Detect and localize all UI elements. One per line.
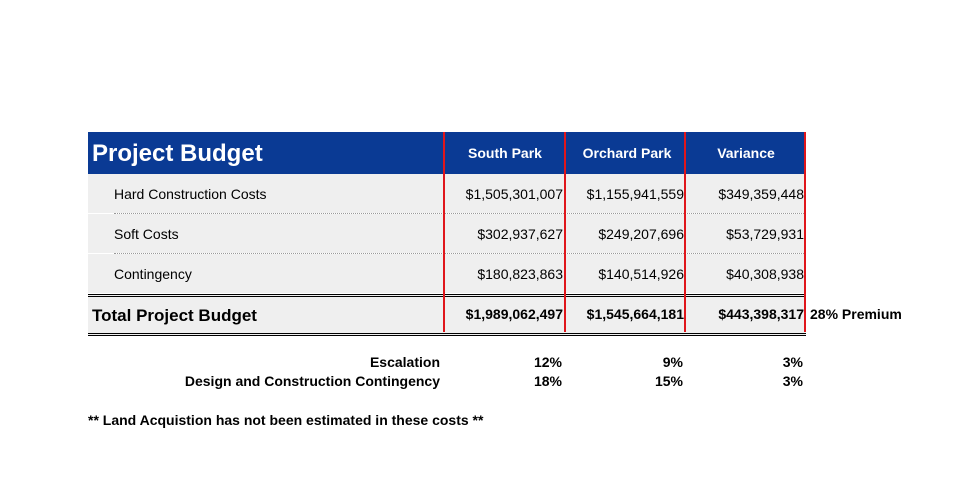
- table-title: Project Budget: [92, 140, 263, 167]
- cell-orchard-park: $1,155,941,559: [586, 186, 684, 202]
- total-orchard-park: $1,545,664,181: [586, 306, 684, 322]
- column-divider: [443, 132, 445, 332]
- cell-orchard-park: $140,514,926: [598, 266, 684, 282]
- total-variance: $443,398,317: [718, 306, 804, 322]
- column-divider: [564, 132, 566, 332]
- escalation-south-park: 12%: [533, 354, 562, 370]
- cell-variance: $40,308,938: [726, 266, 804, 282]
- cell-south-park: $302,937,627: [477, 226, 563, 242]
- row-label: Contingency: [114, 266, 192, 282]
- escalation-label: Escalation: [369, 354, 440, 370]
- column-header-orchard-park: Orchard Park: [582, 145, 672, 161]
- cell-south-park: $180,823,863: [477, 266, 563, 282]
- contingency-variance: 3%: [782, 373, 803, 389]
- contingency-south-park: 18%: [533, 373, 562, 389]
- row-label: Hard Construction Costs: [114, 186, 267, 202]
- escalation-orchard-park: 9%: [662, 354, 683, 370]
- total-south-park: $1,989,062,497: [465, 306, 563, 322]
- table-row: Soft Costs $302,937,627 $249,207,696 $53…: [88, 214, 806, 253]
- column-divider: [684, 132, 686, 332]
- table-header: Project Budget South Park Orchard Park V…: [88, 132, 806, 174]
- cell-orchard-park: $249,207,696: [598, 226, 684, 242]
- column-header-south-park: South Park: [468, 145, 542, 161]
- premium-label: 28% Premium: [810, 306, 902, 322]
- row-label: Soft Costs: [114, 226, 179, 242]
- cell-south-park: $1,505,301,007: [465, 186, 563, 202]
- row-divider: [114, 253, 806, 254]
- contingency-label: Design and Construction Contingency: [184, 373, 440, 389]
- escalation-variance: 3%: [782, 354, 803, 370]
- column-divider: [804, 132, 806, 332]
- contingency-orchard-park: 15%: [654, 373, 683, 389]
- cell-variance: $349,359,448: [718, 186, 804, 202]
- table-row: Hard Construction Costs $1,505,301,007 $…: [88, 174, 806, 213]
- footnote: ** Land Acquistion has not been estimate…: [88, 412, 484, 428]
- table-row: Contingency $180,823,863 $140,514,926 $4…: [88, 254, 806, 293]
- column-header-variance: Variance: [717, 145, 775, 161]
- total-row: Total Project Budget $1,989,062,497 $1,5…: [88, 294, 806, 336]
- row-divider: [114, 213, 806, 214]
- total-label: Total Project Budget: [92, 306, 257, 325]
- cell-variance: $53,729,931: [726, 226, 804, 242]
